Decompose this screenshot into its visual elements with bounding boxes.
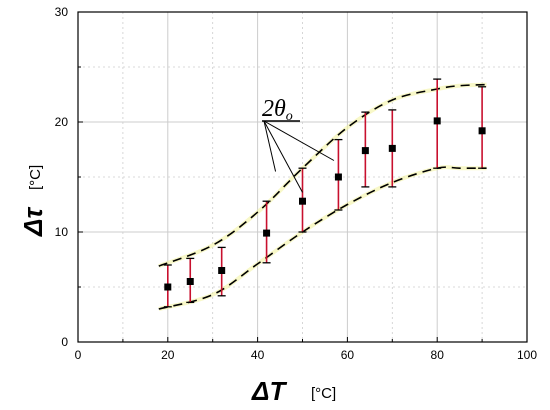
bounds-envelope xyxy=(158,82,487,311)
x-tick-label: 100 xyxy=(517,348,537,362)
x-axis-symbol: ΔT xyxy=(251,376,287,406)
data-point xyxy=(433,117,441,125)
data-point xyxy=(186,278,194,285)
upper-bound-curve xyxy=(158,83,487,267)
data-point xyxy=(478,127,486,135)
data-point xyxy=(299,197,306,205)
data-point xyxy=(263,229,271,237)
axes xyxy=(77,11,528,343)
data-point xyxy=(218,267,226,274)
annotation-leader-line xyxy=(263,120,335,161)
annotation-subscript: o xyxy=(286,109,293,124)
data-point xyxy=(388,144,396,152)
x-tick-label: 40 xyxy=(251,348,265,362)
data-point xyxy=(361,147,369,155)
y-tick-label: 20 xyxy=(55,115,69,129)
annotation: 2θo xyxy=(262,96,335,193)
x-axis-unit: [°C] xyxy=(311,385,336,402)
x-axis-title: ΔT [°C] xyxy=(251,376,336,406)
y-axis-title: Δτ [°C] xyxy=(18,165,48,237)
x-tick-label: 20 xyxy=(161,348,175,362)
annotation-leader-line xyxy=(263,120,277,172)
annotation-leader-line xyxy=(263,120,303,193)
y-axis-unit: [°C] xyxy=(27,165,44,190)
y-tick-label: 0 xyxy=(61,335,68,349)
data-point xyxy=(164,283,172,291)
x-tick-label: 60 xyxy=(341,348,355,362)
y-tick-label: 10 xyxy=(55,225,69,239)
y-tick-label: 30 xyxy=(55,5,69,19)
annotation-leaders xyxy=(263,120,335,193)
data-point xyxy=(334,173,342,181)
x-tick-label: 80 xyxy=(431,348,445,362)
tick-labels: 0 20 40 60 80 100 0 10 20 30 xyxy=(55,5,538,362)
y-axis-symbol: Δτ xyxy=(18,207,48,237)
lower-bound-curve xyxy=(158,166,487,310)
data-points xyxy=(164,117,486,291)
annotation-label: 2θo xyxy=(262,96,293,124)
x-tick-label: 0 xyxy=(75,348,82,362)
